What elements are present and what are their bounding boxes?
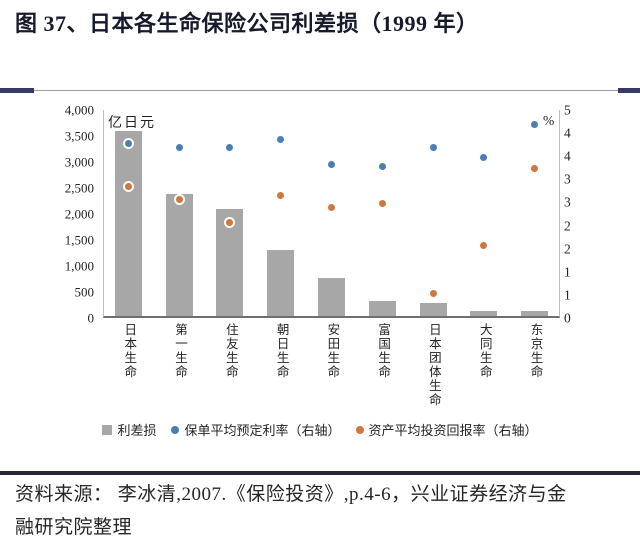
data-point bbox=[224, 141, 236, 153]
data-point bbox=[122, 181, 134, 193]
x-axis-label: 住友生命 bbox=[223, 323, 238, 379]
legend-label: 保单平均预定利率（右轴） bbox=[184, 423, 341, 438]
x-axis-label: 东京生命 bbox=[528, 323, 543, 379]
x-axis-label: 安田生命 bbox=[325, 323, 340, 379]
right-axis-tick: 4 bbox=[564, 148, 571, 164]
source-line-1: 资料来源： 李冰清,2007.《保险投资》,p.4-6，兴业证券经济与金 bbox=[15, 484, 567, 505]
data-point bbox=[173, 193, 185, 205]
data-point bbox=[173, 141, 185, 153]
bar bbox=[318, 278, 345, 316]
left-axis-tick: 3,500 bbox=[64, 128, 94, 144]
right-axis-unit-label: % bbox=[543, 113, 555, 128]
title-divider bbox=[0, 88, 640, 93]
left-axis-tick: 500 bbox=[74, 284, 95, 300]
right-axis-tick: 3 bbox=[564, 171, 571, 187]
data-point bbox=[275, 189, 287, 201]
legend-item: 保单平均预定利率（右轴） bbox=[171, 420, 341, 439]
data-point bbox=[326, 158, 337, 170]
right-axis-tick: 1 bbox=[564, 287, 571, 303]
data-point bbox=[427, 287, 439, 299]
left-axis-tick: 1,500 bbox=[64, 232, 94, 248]
bar bbox=[521, 311, 549, 316]
data-point bbox=[427, 141, 439, 153]
right-axis-tick: 2 bbox=[564, 217, 571, 233]
right-axis-tick: 5 bbox=[564, 102, 571, 118]
data-point bbox=[326, 202, 337, 214]
bar bbox=[267, 249, 295, 316]
source-note: 资料来源： 李冰清,2007.《保险投资》,p.4-6，兴业证券经济与金 融研究… bbox=[15, 479, 630, 544]
title-divider-cap-right bbox=[618, 88, 640, 93]
right-axis-tick: 3 bbox=[564, 194, 571, 210]
right-axis-tick: 0 bbox=[564, 310, 571, 326]
left-axis-tick: 2,000 bbox=[64, 206, 94, 222]
legend-dot-icon bbox=[355, 425, 364, 434]
bar bbox=[419, 302, 447, 316]
title-divider-line bbox=[0, 90, 640, 91]
legend-item: 利差损 bbox=[102, 420, 156, 439]
data-point bbox=[376, 198, 388, 210]
x-axis-label: 日本团体生命 bbox=[426, 323, 441, 407]
left-axis-tick: 2,500 bbox=[64, 180, 94, 196]
legend-item: 资产平均投资回报率（右轴） bbox=[355, 420, 538, 439]
bar bbox=[470, 310, 498, 316]
data-point bbox=[529, 119, 541, 131]
legend-label: 资产平均投资回报率（右轴） bbox=[368, 423, 538, 438]
left-axis-tick: 4,000 bbox=[64, 102, 94, 118]
left-axis-tick: 3,000 bbox=[64, 154, 94, 170]
left-axis-unit-label: 亿日元 bbox=[108, 116, 156, 131]
bar bbox=[165, 193, 193, 316]
x-axis-label: 第一生命 bbox=[173, 323, 188, 379]
source-divider bbox=[0, 471, 640, 475]
legend-label: 利差损 bbox=[117, 423, 157, 438]
right-axis-tick: 1 bbox=[564, 264, 571, 280]
chart-legend: 利差损 保单平均预定利率（右轴） 资产平均投资回报率（右轴） bbox=[0, 420, 640, 439]
source-line-2: 融研究院整理 bbox=[15, 516, 133, 538]
x-axis-label: 富国生命 bbox=[376, 323, 391, 379]
figure-title: 图 37、日本各生命保险公司利差损（1999 年） bbox=[15, 11, 479, 36]
right-axis-tick: 2 bbox=[564, 240, 571, 256]
right-axis-tick: 4 bbox=[564, 125, 571, 141]
data-point bbox=[529, 162, 541, 174]
data-point bbox=[478, 239, 490, 251]
left-axis-tick: 0 bbox=[87, 310, 95, 326]
data-point bbox=[478, 152, 490, 164]
legend-square-icon bbox=[102, 424, 113, 435]
data-point bbox=[275, 133, 287, 145]
data-point bbox=[376, 160, 388, 172]
x-axis-label: 日本生命 bbox=[122, 323, 137, 379]
bar bbox=[114, 130, 142, 316]
x-axis-label: 朝日生命 bbox=[274, 323, 289, 379]
left-axis-tick: 1,000 bbox=[64, 258, 94, 274]
bar bbox=[368, 300, 396, 316]
data-point bbox=[122, 137, 134, 149]
legend-dot-icon bbox=[171, 425, 180, 434]
data-point bbox=[224, 216, 236, 228]
x-axis-label: 大同生命 bbox=[477, 323, 492, 379]
title-divider-cap-left bbox=[0, 88, 34, 93]
